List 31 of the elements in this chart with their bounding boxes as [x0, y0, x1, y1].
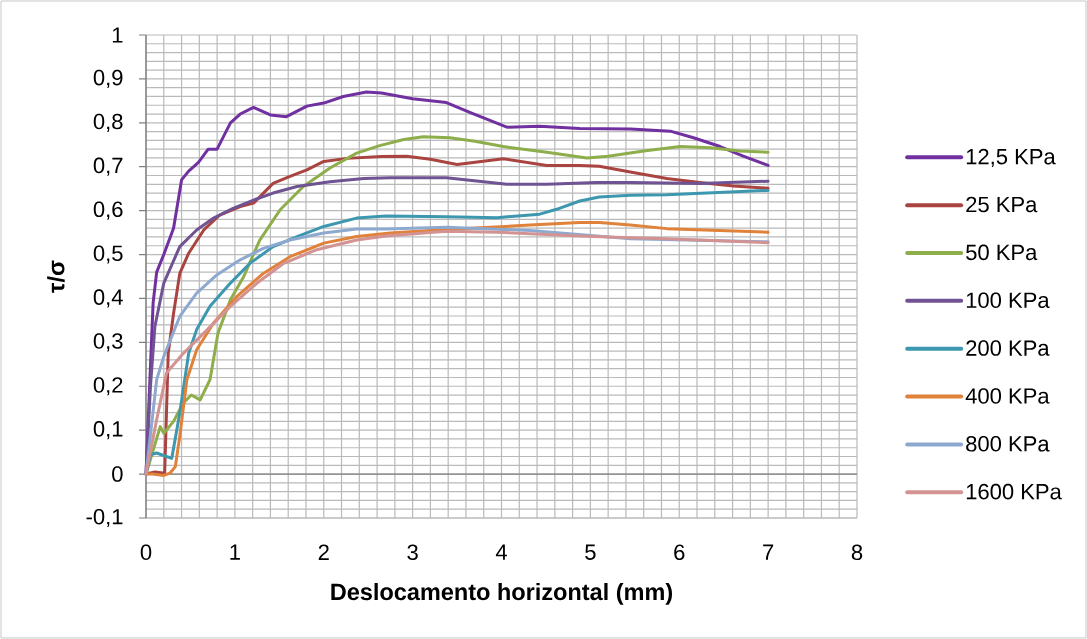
y-tick-label: 0,8: [93, 113, 123, 132]
y-tick-label: 0,3: [93, 333, 123, 352]
x-tick-label: 3: [407, 544, 418, 561]
legend-label: 800 KPa: [966, 436, 1050, 452]
y-tick-label: -0,1: [86, 508, 123, 528]
x-tick-label: 8: [851, 544, 863, 561]
y-tick-label: 0,5: [93, 245, 123, 264]
legend-label: 1600 KPa: [966, 483, 1062, 500]
legend-label: 12,5 KPa: [966, 148, 1056, 168]
legend-label: 50 KPa: [966, 244, 1038, 261]
y-axis-title: τ/σ: [47, 260, 65, 293]
y-tick-label: 0,2: [93, 377, 123, 396]
legend-label: 400 KPa: [965, 388, 1050, 404]
y-tick-label: 0,4: [93, 289, 123, 308]
x-tick-label: 6: [674, 544, 685, 561]
legend-label: 100 KPa: [966, 292, 1050, 309]
y-tick-label: 0: [112, 466, 123, 482]
x-tick-label: 1: [230, 544, 240, 560]
x-tick-label: 0: [140, 544, 152, 561]
legend-label: 200 KPa: [966, 340, 1050, 356]
x-tick-label: 2: [318, 544, 329, 560]
x-tick-label: 5: [585, 544, 596, 560]
y-tick-label: 0,6: [93, 201, 123, 220]
x-tick-label: 4: [495, 544, 507, 560]
y-tick-label: 0,9: [93, 69, 123, 88]
legend-label: 25 KPa: [966, 196, 1038, 213]
y-tick-label: 1: [112, 27, 123, 43]
y-tick-label: 0,1: [93, 421, 123, 440]
x-tick-label: 7: [763, 544, 774, 560]
y-tick-label: 0,7: [93, 157, 123, 176]
x-axis-title: Deslocamento horizontal (mm): [331, 582, 673, 605]
